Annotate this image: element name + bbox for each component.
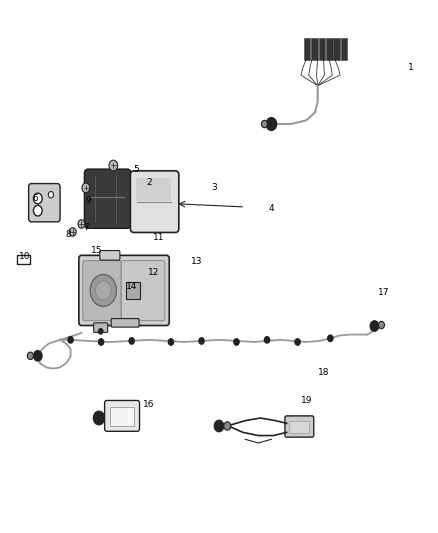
FancyBboxPatch shape <box>105 400 140 431</box>
Text: 13: 13 <box>191 257 202 265</box>
Circle shape <box>224 422 231 430</box>
Text: 3: 3 <box>212 183 218 192</box>
FancyBboxPatch shape <box>318 38 325 60</box>
FancyBboxPatch shape <box>126 282 140 299</box>
Text: 18: 18 <box>318 368 329 377</box>
Text: 12: 12 <box>148 269 159 277</box>
FancyBboxPatch shape <box>28 183 60 222</box>
FancyBboxPatch shape <box>333 38 340 60</box>
Circle shape <box>33 351 42 361</box>
FancyBboxPatch shape <box>111 319 139 327</box>
Text: 7: 7 <box>83 223 89 232</box>
FancyBboxPatch shape <box>341 38 347 60</box>
Circle shape <box>95 281 111 300</box>
Bar <box>110 407 134 426</box>
Circle shape <box>27 352 33 360</box>
Text: 4: 4 <box>268 204 274 213</box>
FancyBboxPatch shape <box>121 261 165 321</box>
FancyBboxPatch shape <box>326 38 332 60</box>
FancyBboxPatch shape <box>285 416 314 437</box>
Circle shape <box>199 338 204 344</box>
Text: 10: 10 <box>19 253 31 261</box>
Circle shape <box>378 321 385 329</box>
Circle shape <box>328 335 333 342</box>
Text: 2: 2 <box>146 178 152 187</box>
Text: 16: 16 <box>143 400 155 409</box>
Circle shape <box>78 220 85 228</box>
Circle shape <box>129 338 134 344</box>
Circle shape <box>295 339 300 345</box>
Circle shape <box>69 228 76 236</box>
Text: 1: 1 <box>408 63 414 71</box>
FancyBboxPatch shape <box>131 171 179 232</box>
FancyBboxPatch shape <box>304 38 310 60</box>
Text: 9: 9 <box>85 196 91 205</box>
FancyBboxPatch shape <box>94 323 108 333</box>
FancyBboxPatch shape <box>79 255 169 326</box>
Circle shape <box>266 118 277 131</box>
Circle shape <box>90 274 117 306</box>
Circle shape <box>234 339 239 345</box>
FancyBboxPatch shape <box>85 169 131 228</box>
FancyBboxPatch shape <box>100 251 120 260</box>
Text: 8: 8 <box>66 230 71 239</box>
Text: 5: 5 <box>133 165 139 174</box>
Circle shape <box>261 120 268 128</box>
Circle shape <box>68 337 73 343</box>
Text: 15: 15 <box>91 246 102 255</box>
Bar <box>289 421 309 433</box>
Circle shape <box>109 160 118 171</box>
Circle shape <box>93 411 105 425</box>
FancyBboxPatch shape <box>137 178 171 200</box>
Circle shape <box>214 420 224 432</box>
Circle shape <box>99 339 104 345</box>
Text: 19: 19 <box>300 396 312 405</box>
Circle shape <box>48 191 53 198</box>
Circle shape <box>168 339 173 345</box>
Bar <box>17 255 29 264</box>
FancyBboxPatch shape <box>311 38 318 60</box>
Circle shape <box>265 337 270 343</box>
FancyBboxPatch shape <box>83 261 121 321</box>
Circle shape <box>370 321 379 332</box>
Text: 14: 14 <box>126 282 138 291</box>
Text: 17: 17 <box>378 287 390 296</box>
Text: 6: 6 <box>32 194 38 203</box>
Circle shape <box>33 205 42 216</box>
Text: 11: 11 <box>153 233 165 242</box>
Circle shape <box>82 183 90 192</box>
Circle shape <box>33 193 42 204</box>
Circle shape <box>99 329 103 334</box>
